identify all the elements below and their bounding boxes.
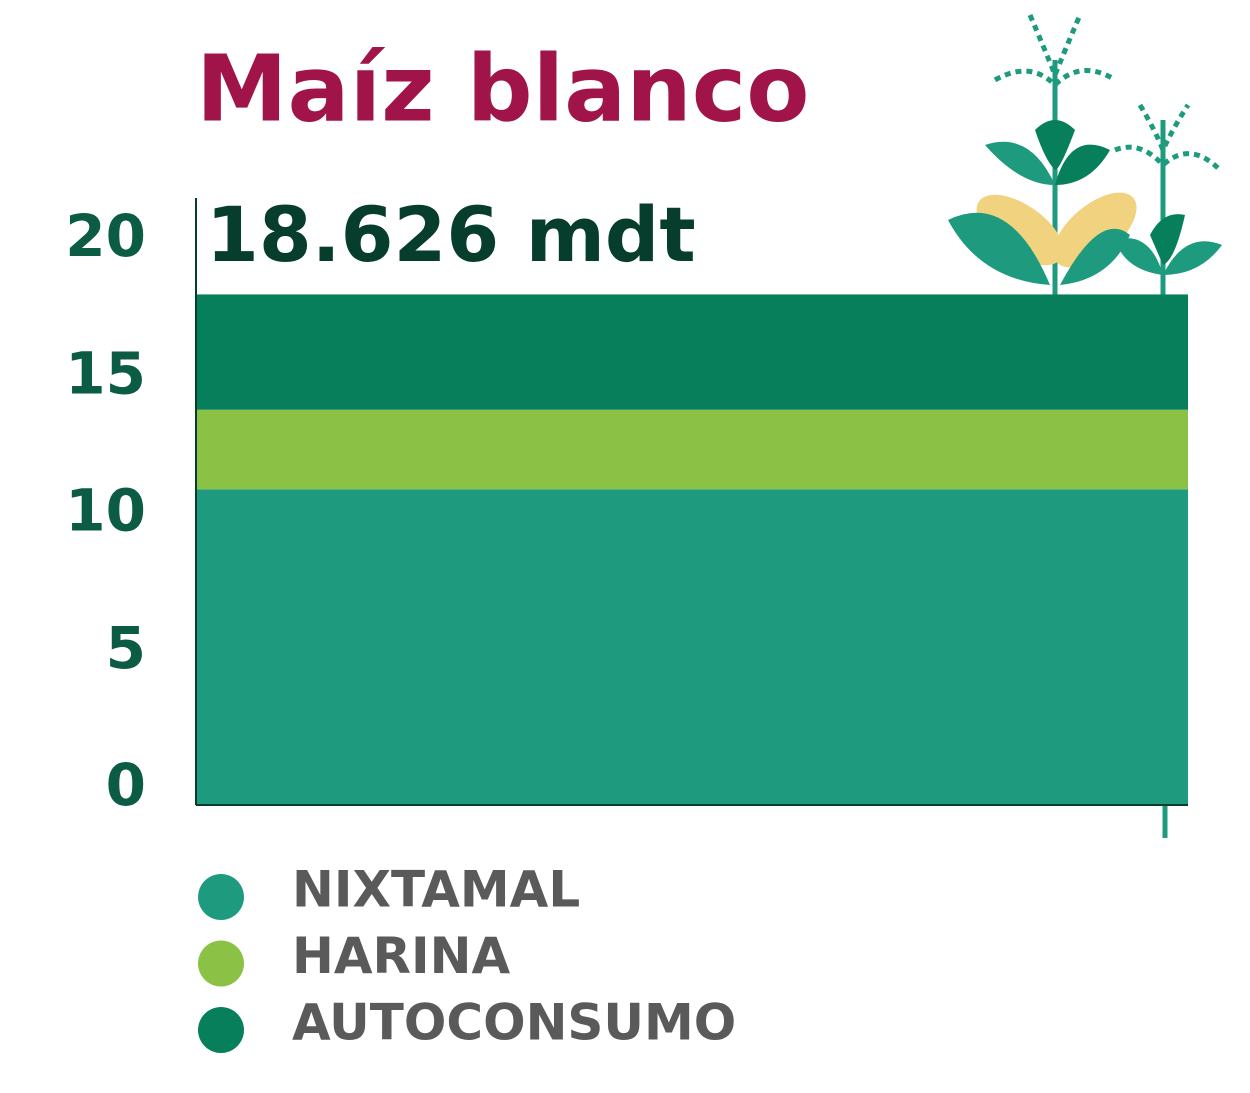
- chart-title: Maíz blanco: [196, 35, 809, 142]
- y-tick-label: 0: [106, 751, 146, 819]
- legend-marker: [198, 1007, 244, 1053]
- y-tick-label: 15: [65, 339, 146, 407]
- legend-label: NIXTAMAL: [292, 861, 580, 919]
- y-tick-label: 10: [65, 477, 146, 545]
- bar-segment: [196, 410, 1188, 490]
- y-tick-label: 20: [65, 202, 146, 270]
- legend-marker: [198, 941, 244, 987]
- bar-segment: [196, 294, 1188, 409]
- bar-segment: [196, 489, 1188, 805]
- y-tick-label: 5: [106, 614, 146, 682]
- chart: Maíz blanco 18.626 mdt 0 5 10 15 20 NIXTAMAL H…: [0, 0, 1250, 1093]
- legend-label: HARINA: [292, 927, 510, 985]
- legend-label: AUTOCONSUMO: [292, 994, 736, 1052]
- total-label: 18.626 mdt: [206, 190, 696, 279]
- legend-marker: [198, 874, 244, 920]
